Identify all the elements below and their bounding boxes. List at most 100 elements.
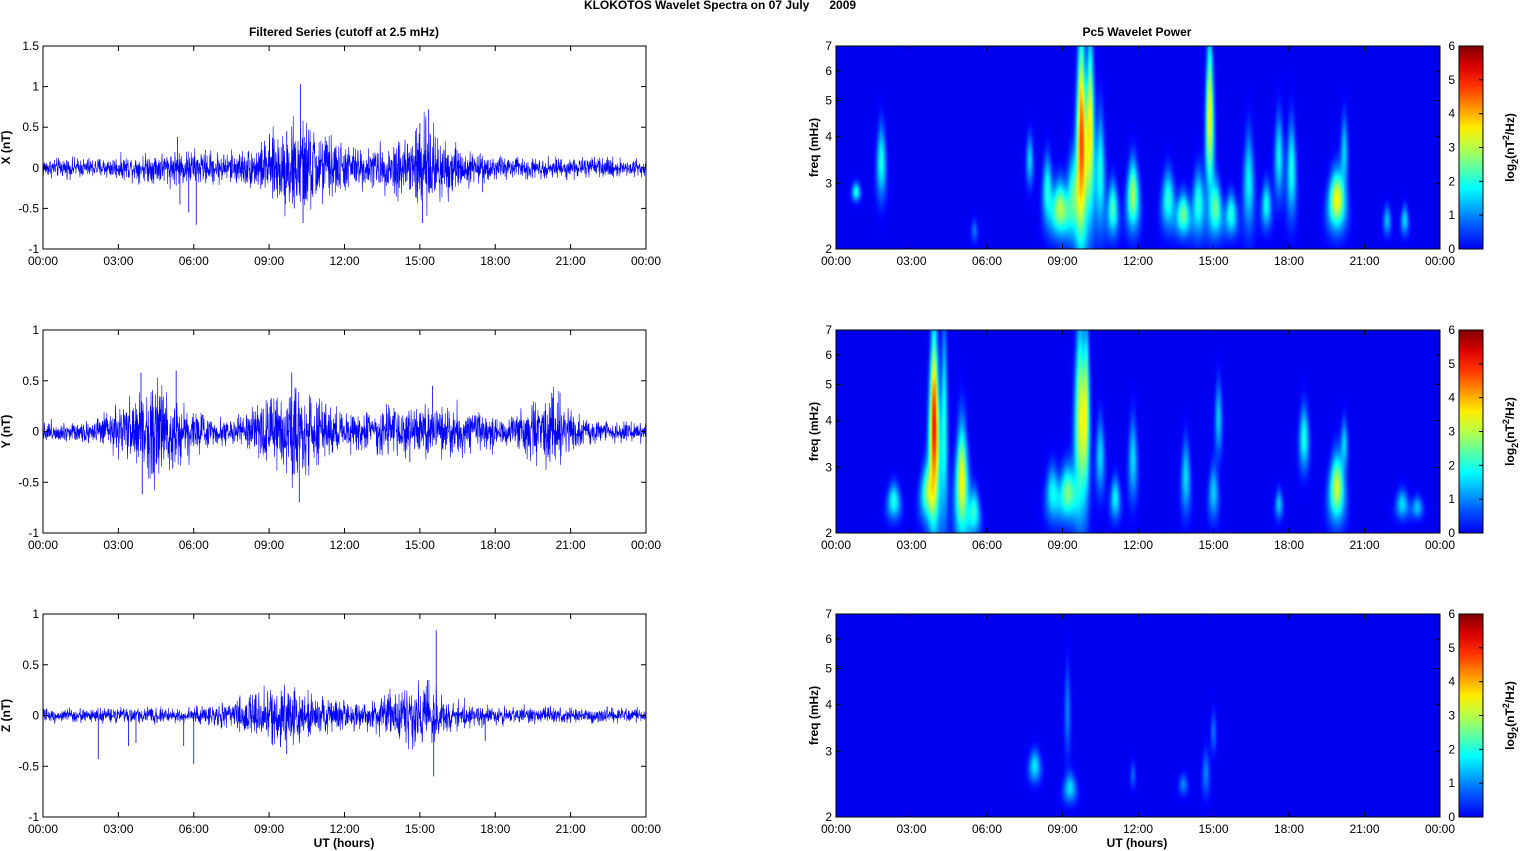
ytick-label: 1.5 <box>22 39 39 53</box>
colorbar-tick-label: 3 <box>1448 709 1455 723</box>
colorbar-tick-label: 2 <box>1448 458 1455 472</box>
ts-xtick-label: 15:00 <box>405 538 435 552</box>
ts-xtick-label: 12:00 <box>329 254 359 268</box>
ts-xtick-label: 06:00 <box>179 822 209 836</box>
ytick-label: 7 <box>825 323 832 337</box>
heat-xtick-label: 12:00 <box>1123 538 1153 552</box>
heat-xtick-label: 00:00 <box>1425 538 1455 552</box>
wavelet-heatmap-image <box>836 46 1440 249</box>
colorbar-label: log2(nT2/Hz) <box>1501 681 1520 750</box>
heat-xtick-label: 21:00 <box>1349 538 1379 552</box>
ytick-label: 6 <box>825 632 832 646</box>
colorbar: 0 1 2 3 4 5 6 log2(nT2/Hz) <box>1448 39 1520 256</box>
heat-xtick-label: 09:00 <box>1047 822 1077 836</box>
wavelet-panel-y: 2 3 4 5 6 7 00:00 03:00 06:00 09:00 12:00 15:00 18:0… <box>807 323 1520 552</box>
ts-xtick-label: 18:00 <box>480 254 510 268</box>
heat-xtick-label: 06:00 <box>972 538 1002 552</box>
heat-xtick-label: 09:00 <box>1047 538 1077 552</box>
ts-xtick-label: 21:00 <box>556 822 586 836</box>
colorbar-tick-label: 1 <box>1448 492 1455 506</box>
colorbar: 0 1 2 3 4 5 6 log2(nT2/Hz) <box>1448 607 1520 824</box>
figure-suptitle: KLOKOTOS Wavelet Spectra on 07 July 2009 <box>584 0 856 12</box>
ytick-label: -0.5 <box>18 201 39 215</box>
wavelet-heatmap-image <box>836 614 1440 817</box>
timeseries-panel-x: 1.510.50-0.5-100:00 03:00 06:00 09:00 12:00 1… <box>0 39 661 268</box>
ytick-label: 0.5 <box>22 658 39 672</box>
heat-xtick-label: 03:00 <box>896 254 926 268</box>
heat-xtick-label: 15:00 <box>1198 822 1228 836</box>
wavelet-panel-x: 2 3 4 5 6 7 00:00 03:00 06:00 09:00 12:00 15:00 18:0… <box>807 39 1520 268</box>
ts-xtick-label: 00:00 <box>28 254 58 268</box>
heat-xtick-label: 00:00 <box>821 254 851 268</box>
ytick-label: 4 <box>825 414 832 428</box>
ytick-label: -0.5 <box>18 475 39 489</box>
series-line-y <box>43 377 646 491</box>
ts-xtick-label: 00:00 <box>28 538 58 552</box>
ytick-label: 3 <box>825 176 832 190</box>
colorbar-tick-label: 3 <box>1448 141 1455 155</box>
ytick-label: 6 <box>825 348 832 362</box>
ts-xtick-label: 06:00 <box>179 254 209 268</box>
heat-xtick-label: 03:00 <box>896 538 926 552</box>
ts-xtick-label: 09:00 <box>254 538 284 552</box>
ts-xtick-label: 00:00 <box>631 254 661 268</box>
heat-xtick-label: 21:00 <box>1349 822 1379 836</box>
ytick-label: 2 <box>825 242 832 256</box>
heat-xtick-label: 06:00 <box>972 822 1002 836</box>
ts-xtick-label: 18:00 <box>480 822 510 836</box>
colorbar-tick-label: 5 <box>1448 73 1455 87</box>
ytick-label: 2 <box>825 526 832 540</box>
ts-xtick-label: 15:00 <box>405 254 435 268</box>
ts-xtick-label: 09:00 <box>254 822 284 836</box>
heat-xtick-label: 15:00 <box>1198 254 1228 268</box>
heat-xtick-label: 18:00 <box>1274 822 1304 836</box>
ytick-label: 0 <box>32 161 39 175</box>
ytick-label: 0 <box>32 425 39 439</box>
ytick-label: 3 <box>825 460 832 474</box>
timeseries-panel-y: 10.50-0.5-100:00 03:00 06:00 09:00 12:00 15:0… <box>0 323 661 552</box>
colorbar-tick-label: 6 <box>1448 323 1455 337</box>
left-x-axis-label: UT (hours) <box>314 836 375 850</box>
ytick-label: 1 <box>32 607 39 621</box>
colorbar-tick-label: 5 <box>1448 357 1455 371</box>
wavelet-heatmap-image <box>836 330 1440 533</box>
colorbar-tick-label: 4 <box>1448 675 1455 689</box>
colorbar-label: log2(nT2/Hz) <box>1501 397 1520 466</box>
ts-xtick-label: 03:00 <box>103 538 133 552</box>
heat-xtick-label: 18:00 <box>1274 538 1304 552</box>
wavelet-panel-z: 2 3 4 5 6 7 00:00 03:00 06:00 09:00 12:00 15:00 18:0… <box>807 607 1520 836</box>
series-line-x <box>43 112 646 217</box>
ytick-label: 3 <box>825 744 832 758</box>
ytick-label: 7 <box>825 607 832 621</box>
series-line-z <box>43 679 646 750</box>
ts-xtick-label: 06:00 <box>179 538 209 552</box>
ytick-label: 1 <box>32 80 39 94</box>
heat-xtick-label: 00:00 <box>821 538 851 552</box>
right-column-title: Pc5 Wavelet Power <box>1083 25 1192 39</box>
heat-xtick-label: 00:00 <box>1425 254 1455 268</box>
heat-xtick-label: 06:00 <box>972 254 1002 268</box>
colorbar-tick-label: 1 <box>1448 208 1455 222</box>
y-axis-label: Z (nT) <box>0 699 13 732</box>
y-axis-label: Y (nT) <box>0 415 13 449</box>
ts-xtick-label: 03:00 <box>103 254 133 268</box>
colorbar-tick-label: 6 <box>1448 607 1455 621</box>
colorbar-tick-label: 6 <box>1448 39 1455 53</box>
ts-xtick-label: 00:00 <box>631 822 661 836</box>
ts-xtick-label: 09:00 <box>254 254 284 268</box>
ytick-label: 4 <box>825 698 832 712</box>
colorbar-tick-label: 0 <box>1448 810 1455 824</box>
ytick-label: 5 <box>825 662 832 676</box>
heat-xtick-label: 03:00 <box>896 822 926 836</box>
ytick-label: 0.5 <box>22 120 39 134</box>
heat-xtick-label: 21:00 <box>1349 254 1379 268</box>
heat-xtick-label: 09:00 <box>1047 254 1077 268</box>
colorbar-tick-label: 3 <box>1448 425 1455 439</box>
colorbar: 0 1 2 3 4 5 6 log2(nT2/Hz) <box>1448 323 1520 540</box>
ts-xtick-label: 21:00 <box>556 254 586 268</box>
colorbar-label: log2(nT2/Hz) <box>1501 113 1520 182</box>
y-axis-label: freq (mHz) <box>807 402 821 461</box>
ytick-label: 2 <box>825 810 832 824</box>
ytick-label: -1 <box>28 242 39 256</box>
